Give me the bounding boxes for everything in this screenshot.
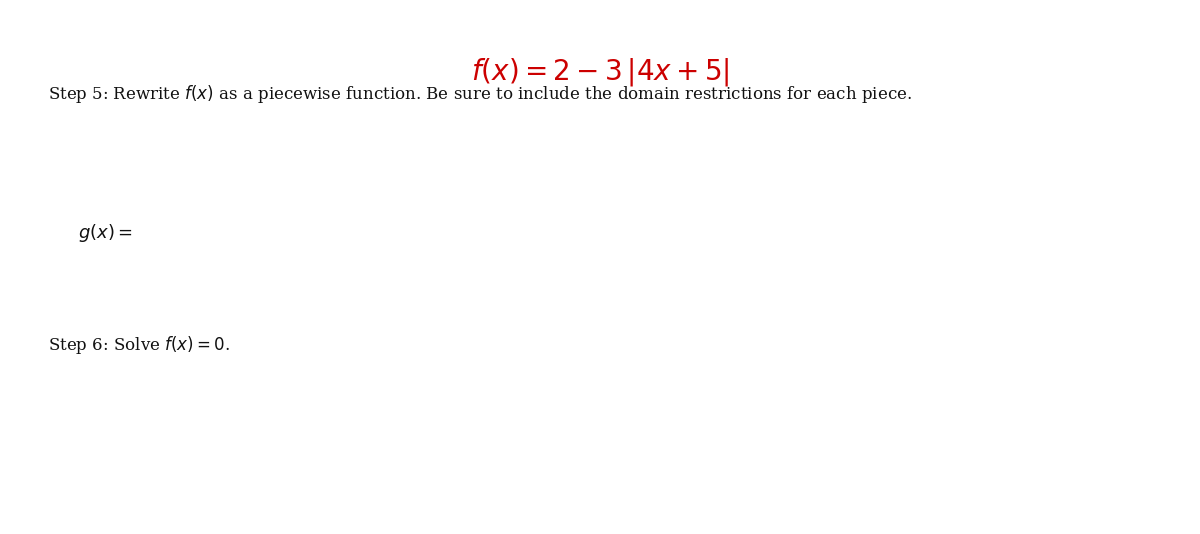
Text: Step 6: Solve $f(x) = 0$.: Step 6: Solve $f(x) = 0$. (48, 334, 230, 356)
Text: Step 5: Rewrite $f(x)$ as a piecewise function. Be sure to include the domain re: Step 5: Rewrite $f(x)$ as a piecewise fu… (48, 83, 912, 105)
Text: $\it{f}(x) = 2 - 3\,|4x + 5|$: $\it{f}(x) = 2 - 3\,|4x + 5|$ (470, 56, 730, 88)
Text: $g(x) =$: $g(x) =$ (78, 222, 133, 244)
